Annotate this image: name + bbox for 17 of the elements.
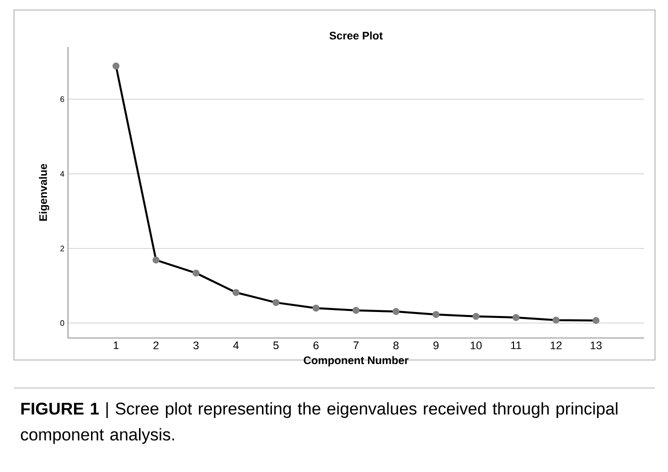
x-tick-label: 2	[154, 342, 158, 350]
x-tick-label: 9	[433, 342, 439, 350]
x-tick-label: 7	[354, 342, 359, 350]
x-tick-label: 12	[550, 342, 562, 350]
x-tick-label: 4	[233, 342, 239, 350]
x-tick-label: 3	[193, 342, 199, 350]
x-tick-label: 10	[470, 342, 482, 350]
x-tick-label: 13	[590, 342, 602, 350]
text: FIGURE 1 | Scree plot representing the eigenvalues received through principal component analysis.	[20, 402, 618, 444]
chart-title: Scree Plot	[330, 31, 383, 40]
x-tick-label: 11	[511, 342, 522, 350]
x-tick-label: 8	[393, 342, 399, 350]
x-tick-label: 5	[273, 342, 279, 350]
x-tick-label: 6	[314, 342, 319, 350]
y-axis-title: Eigenvalue	[38, 164, 50, 221]
x-tick-label: 1	[114, 342, 119, 350]
x-axis-title: Component Number	[304, 356, 408, 366]
